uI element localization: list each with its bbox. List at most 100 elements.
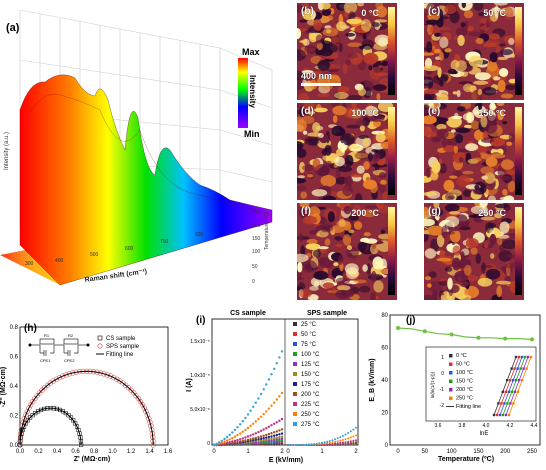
cs-sample-title: CS sample [230, 310, 266, 317]
afm-temperature-label: 150 °C [478, 108, 506, 118]
inset-x-tick: 4.4 [531, 423, 538, 429]
weibull-point [518, 379, 521, 382]
circuit-r1: R1 [44, 333, 50, 338]
sps-curve-point [341, 438, 344, 441]
cs-curve-point [244, 439, 247, 442]
svg-text:100: 100 [252, 249, 261, 255]
cs-curve-point [259, 437, 263, 440]
sps-point [28, 402, 34, 408]
h-y-tick: 0.0 [10, 443, 19, 449]
cs-curve-point [262, 412, 265, 416]
weibull-point [497, 402, 500, 405]
h-x-tick: 1.2 [127, 449, 136, 455]
equivalent-circuit [30, 338, 88, 356]
svg-text:5.0x10⁻⁶: 5.0x10⁻⁶ [190, 407, 210, 413]
cs-curve-point [278, 436, 281, 439]
panel-j-breakdown: 0 50 100 150 200 250 0 20 40 60 80 Temperature (º… [366, 305, 546, 465]
sps-point [53, 376, 60, 382]
cs-curve-point [233, 439, 237, 442]
sps-point [63, 372, 69, 378]
cs-curve-point [278, 438, 281, 441]
weibull-point [501, 390, 504, 393]
sps-point [147, 419, 153, 425]
cs-curve-point [278, 433, 281, 436]
cs-curve-point [223, 437, 226, 441]
cs-curve-point [267, 435, 271, 439]
cs-point [25, 418, 30, 423]
cs-curve-point [275, 398, 278, 401]
inset-y-ticks: 1 0 -1 -2 [440, 355, 445, 409]
afm-image-b: (b) 0 °C 400 nm [297, 3, 397, 100]
h-x-tick: 0.2 [34, 449, 43, 455]
weibull-fit-line [505, 356, 529, 416]
cs-curve-point [236, 438, 239, 442]
cs-curve-point [236, 426, 239, 429]
sps-curve-point [307, 443, 310, 446]
sps-curve-point [315, 442, 318, 445]
cs-curve-point [267, 407, 271, 410]
legend-marker [293, 372, 297, 376]
sps-curve-point [344, 438, 347, 441]
cs-curve-point [259, 429, 263, 432]
sps-curve-point [302, 443, 305, 446]
afm-height-colorbar [388, 207, 395, 295]
cs-curve-point [275, 421, 278, 424]
leakage-current-plot: 25 °C 50 °C 75 °C 100 °C 125 °C 150 °C 175 °C 2… [186, 310, 359, 464]
cs-curve-point [262, 388, 265, 391]
cs-point [28, 415, 33, 420]
sps-curve-point [326, 442, 329, 445]
sps-curve-point [341, 441, 344, 444]
j-x-tick: 100 [447, 449, 458, 455]
legend-fit: Fitting line [106, 352, 134, 358]
circuit-r2: R2 [68, 333, 74, 338]
h-y-tick: 0.6 [10, 355, 19, 361]
sps-curve-point [318, 442, 321, 445]
sps-sample-title: SPS sample [307, 310, 347, 317]
eb-point [449, 332, 454, 337]
svg-text:1: 1 [246, 449, 250, 455]
cs-curve-point [280, 350, 284, 353]
sps-curve-point [352, 435, 355, 438]
cs-curve-point [267, 378, 271, 381]
inset-legend-marker [449, 354, 453, 358]
sps-curve-point [344, 433, 347, 436]
i-y-ticks: 0 5.0x10⁻⁶ 1.0x10⁻⁵ 1.5x10⁻⁵ [190, 339, 210, 447]
cs-curve-point [280, 432, 284, 435]
weibull-point [503, 402, 506, 405]
panel-i-leakage: 25 °C 50 °C 75 °C 100 °C 125 °C 150 °C 175 °C 2… [182, 305, 364, 465]
sps-curve-point [336, 437, 339, 440]
cs-curve-point [254, 432, 257, 435]
legend-marker [293, 422, 297, 426]
sps-point [50, 378, 56, 384]
h-y-tick: 0.4 [10, 384, 19, 390]
afm-panel-label: (b) [301, 6, 314, 17]
inset-x-tick: 4.2 [507, 423, 514, 429]
sps-point [137, 399, 144, 405]
panel-i-label: (i) [196, 315, 206, 326]
sps-curve-point [339, 439, 342, 442]
weibull-point [519, 367, 522, 370]
afm-temperature-label: 0 °C [361, 8, 379, 18]
cs-point [63, 411, 68, 416]
i-y-label: I (A) [186, 378, 193, 392]
cs-curve-point [267, 425, 271, 428]
svg-text:600: 600 [125, 246, 134, 252]
temperature-ticks: 0 50 100 150 200 250 [252, 210, 261, 285]
cs-curve-point [259, 392, 263, 396]
panel-h-label: (h) [24, 323, 37, 334]
cs-curve-point [220, 439, 223, 442]
weibull-fit-lines [492, 355, 533, 417]
sps-curve-point [323, 441, 326, 444]
afm-temperature-label: 200 °C [351, 208, 379, 218]
afm-panel-label: (e) [428, 106, 441, 117]
cs-curve-point [241, 430, 244, 433]
i-x-label: E (kV/mm) [269, 457, 303, 464]
afm-height-colorbar [515, 107, 522, 195]
inset-y-tick: -1 [440, 387, 445, 393]
cs-curve-point [249, 434, 252, 437]
cs-curve-point [275, 362, 278, 365]
eb-data-points [396, 326, 534, 342]
sps-curve-point [336, 440, 339, 443]
j-y-tick: 80 [381, 313, 388, 319]
j-y-tick: 40 [381, 378, 388, 384]
